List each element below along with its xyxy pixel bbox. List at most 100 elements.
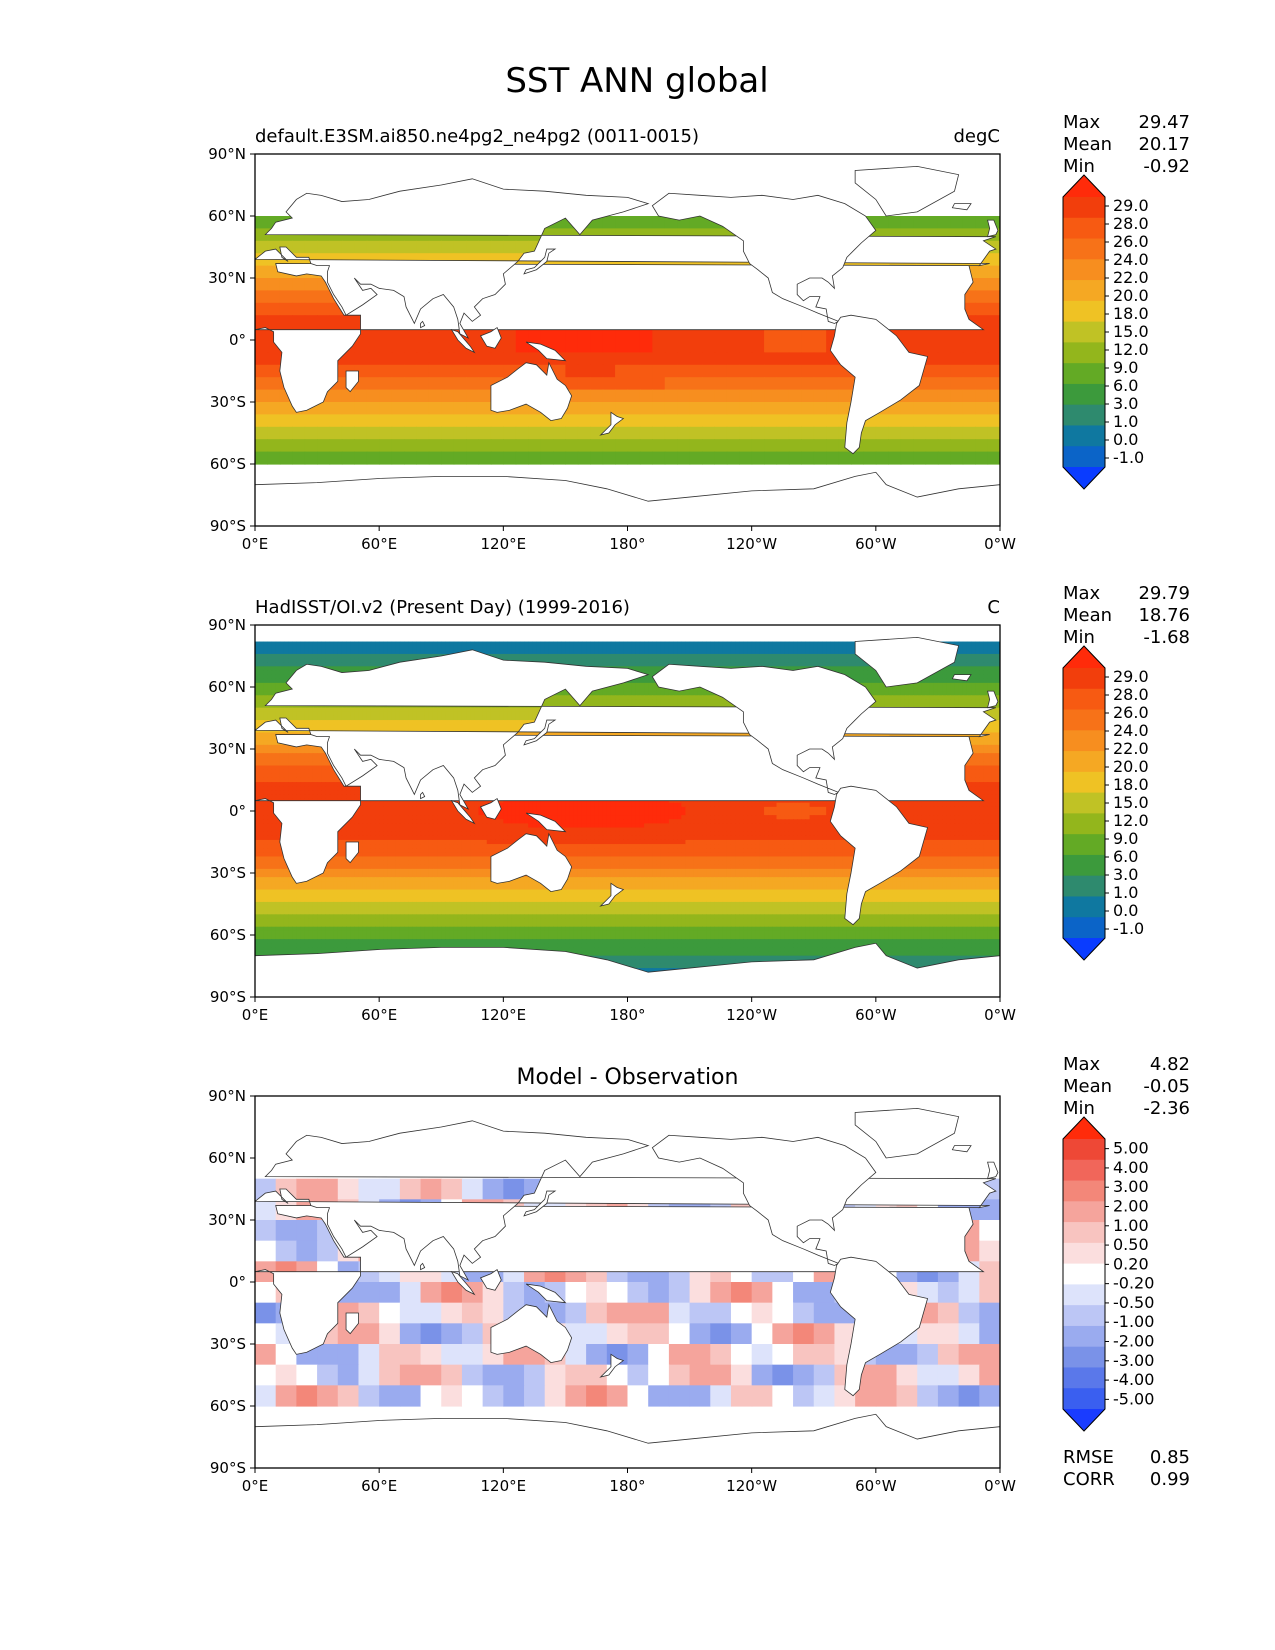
field-cell	[312, 707, 318, 713]
field-cell	[379, 327, 393, 341]
field-cell	[263, 649, 269, 655]
field-cell	[271, 691, 277, 696]
field-cell	[925, 695, 931, 700]
field-cell	[942, 695, 947, 700]
field-cell	[681, 699, 687, 705]
field-cell	[528, 426, 542, 440]
field-cell	[490, 707, 496, 713]
field-cell	[950, 364, 964, 378]
field-cell	[722, 649, 728, 655]
field-cell	[404, 389, 418, 403]
field-cell	[747, 658, 753, 663]
field-cell	[507, 653, 513, 659]
field-cell	[482, 711, 488, 717]
land-polygon	[951, 203, 972, 211]
field-cell	[962, 682, 968, 688]
field-cell	[954, 703, 960, 709]
field-cell	[362, 658, 368, 663]
field-cell	[370, 645, 376, 651]
field-cell	[482, 720, 488, 725]
field-cell	[627, 377, 641, 391]
field-cell	[283, 666, 289, 672]
field-cell	[946, 666, 951, 672]
field-cell	[602, 352, 616, 366]
field-cell	[271, 707, 277, 713]
field-cell	[428, 715, 434, 721]
field-cell	[267, 364, 281, 378]
field-cell	[627, 426, 641, 440]
field-cell	[565, 352, 579, 366]
field-cell	[528, 720, 533, 725]
field-cell	[764, 352, 778, 366]
field-cell	[813, 414, 827, 428]
field-cell	[743, 658, 749, 663]
field-cell	[702, 377, 716, 391]
field-cell	[871, 682, 877, 688]
field-cell	[644, 645, 649, 651]
field-cell	[660, 691, 666, 696]
field-cell	[685, 641, 691, 647]
field-cell	[697, 645, 703, 651]
field-cell	[755, 662, 761, 667]
field-cell	[412, 645, 418, 651]
field-cell	[652, 658, 658, 663]
field-cell	[913, 691, 918, 696]
field-cell	[975, 352, 989, 366]
field-cell	[689, 641, 695, 647]
field-cell	[329, 707, 335, 713]
field-cell	[312, 653, 318, 659]
field-cell	[519, 649, 525, 655]
field-cell	[851, 662, 856, 667]
field-cell	[317, 426, 331, 440]
field-cell	[809, 641, 815, 647]
field-cell	[954, 678, 960, 684]
field-cell	[631, 653, 637, 659]
field-cell	[292, 315, 306, 329]
field-cell	[908, 695, 914, 700]
field-cell	[279, 290, 293, 304]
field-cell	[826, 402, 840, 415]
field-cell	[275, 645, 281, 651]
field-cell	[677, 641, 682, 647]
field-cell	[975, 695, 980, 700]
field-cell	[441, 426, 455, 440]
field-cell	[317, 662, 322, 667]
field-cell	[255, 364, 269, 378]
field-cell	[503, 724, 509, 729]
field-cell	[292, 666, 297, 672]
field-cell	[466, 389, 480, 403]
field-cell	[652, 377, 666, 391]
field-cell	[445, 724, 451, 729]
field-cell	[441, 711, 446, 717]
field-cell	[615, 699, 620, 705]
field-cell	[478, 426, 492, 440]
field-cell	[987, 414, 1000, 428]
field-cell	[557, 645, 562, 651]
field-cell	[937, 691, 943, 696]
field-cell	[751, 426, 765, 440]
field-cell	[325, 715, 331, 721]
field-cell	[255, 662, 260, 667]
field-cell	[764, 389, 778, 403]
field-cell	[565, 699, 571, 705]
field-cell	[755, 649, 761, 655]
field-cell	[747, 645, 753, 651]
field-cell	[788, 662, 794, 667]
field-cell	[412, 641, 418, 647]
field-cell	[528, 414, 542, 428]
field-cell	[341, 451, 355, 465]
field-cell	[722, 699, 728, 705]
field-cell	[627, 216, 641, 229]
field-cell	[693, 699, 699, 705]
field-cell	[971, 662, 976, 667]
field-cell	[962, 216, 976, 229]
field-cell	[846, 653, 852, 659]
field-cell	[337, 724, 343, 729]
field-cell	[325, 720, 331, 725]
colorbar-segment	[1063, 280, 1105, 302]
field-cell	[379, 641, 384, 647]
field-cell	[677, 389, 691, 403]
field-cell	[966, 695, 972, 700]
field-cell	[515, 649, 521, 655]
field-cell	[668, 703, 674, 709]
